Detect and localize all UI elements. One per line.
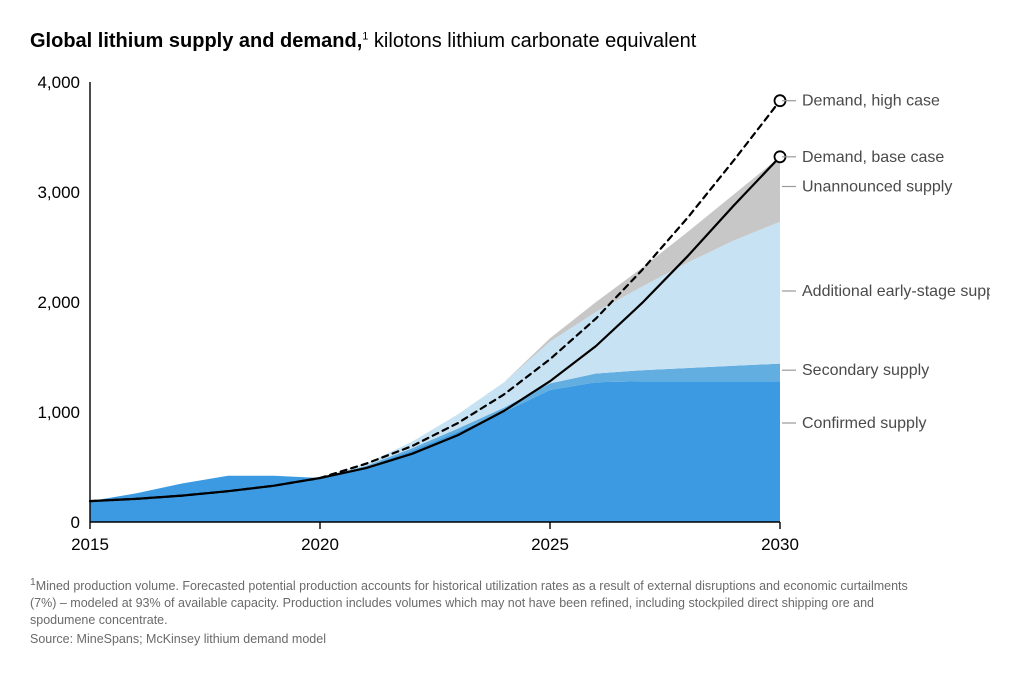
series-label: Confirmed supply [802,415,927,432]
x-tick-label: 2025 [531,535,569,554]
title-rest: kilotons lithium carbonate equivalent [368,30,696,52]
area-line-chart: 0 1,000 2,000 3,000 4,000 2015 2020 2025 2030 Dem… [30,72,990,562]
footnote-block: 1Mined production volume. Forecasted pot… [30,576,930,648]
title-bold: Global lithium supply and demand, [30,30,362,52]
area-confirmed-supply [90,381,780,522]
series-label: Secondary supply [802,362,929,379]
chart-container: 0 1,000 2,000 3,000 4,000 2015 2020 2025 2030 Dem… [30,72,990,562]
y-tick-label: 2,000 [37,293,80,312]
source-text: Source: MineSpans; McKinsey lithium dema… [30,631,930,648]
chart-title: Global lithium supply and demand,1 kilot… [30,28,994,54]
footnote-text: 1Mined production volume. Forecasted pot… [30,576,930,629]
y-tick-label: 4,000 [37,73,80,92]
y-tick-label: 1,000 [37,403,80,422]
y-tick-label: 0 [71,513,80,532]
x-tick-label: 2015 [71,535,109,554]
x-tick-label: 2030 [761,535,799,554]
y-tick-label: 3,000 [37,183,80,202]
series-label: Demand, high case [802,93,940,110]
x-tick-label: 2020 [301,535,339,554]
series-label: Unannounced supply [802,179,952,196]
footnote-body: Mined production volume. Forecasted pote… [30,579,908,627]
series-label: Demand, base case [802,149,944,166]
series-label: Additional early-stage supply [802,283,990,300]
